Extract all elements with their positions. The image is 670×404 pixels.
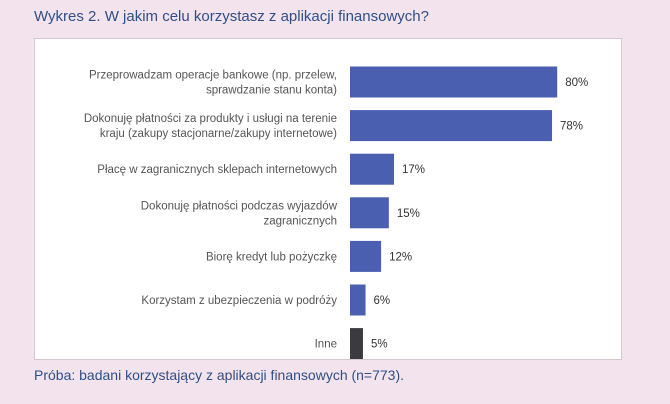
bar-chart: Przeprowadzam operacje bankowe (np. prze… <box>84 66 588 359</box>
bar <box>350 284 366 316</box>
bar-other <box>350 328 363 359</box>
value-label: 80% <box>565 77 588 89</box>
category-label: Biorę kredyt lub pożyczkę <box>206 251 337 263</box>
value-label: 17% <box>402 164 425 176</box>
value-label: 15% <box>397 208 420 220</box>
category-label: Korzystam z ubezpieczenia w podróży <box>141 295 337 307</box>
bar <box>350 197 389 229</box>
bar <box>350 240 382 272</box>
value-label: 12% <box>389 251 412 263</box>
value-label: 78% <box>560 121 583 133</box>
bar <box>350 66 558 98</box>
category-label: Dokonuję płatności za produkty i usługi … <box>84 113 337 140</box>
category-label: Inne <box>315 339 337 351</box>
category-label: Dokonuję płatności podczas wyjazdów zagra… <box>141 200 338 227</box>
value-label: 6% <box>374 295 391 307</box>
category-label: Przeprowadzam operacje bankowe (np. prze… <box>89 70 337 97</box>
chart-panel: Przeprowadzam operacje bankowe (np. prze… <box>34 38 622 360</box>
sample-footnote: Próba: badani korzystający z aplikacji f… <box>34 367 405 383</box>
bar <box>350 153 395 185</box>
chart-title: Wykres 2. W jakim celu korzystasz z apli… <box>34 8 429 25</box>
category-label: Płacę w zagranicznych sklepach interneto… <box>97 164 337 176</box>
bar <box>350 110 553 142</box>
value-label: 5% <box>371 339 388 351</box>
